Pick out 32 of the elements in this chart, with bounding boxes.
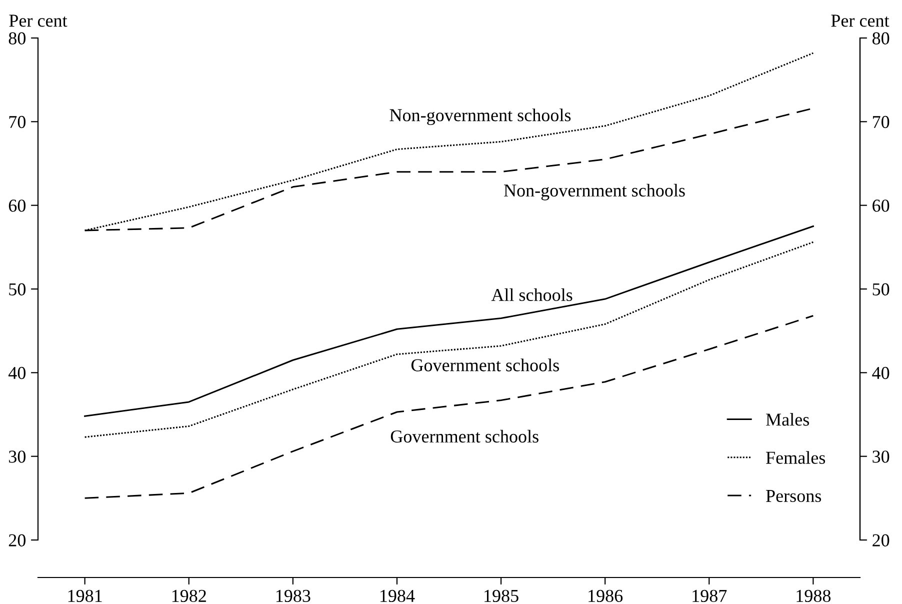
y2-tick-label: 40 <box>872 366 890 380</box>
y2-tick-label: 80 <box>872 32 890 44</box>
x-tick-label: 1983 <box>276 590 310 602</box>
x-tick-label: 1988 <box>796 590 831 602</box>
y2-tick-label: 20 <box>872 534 890 546</box>
y2-axis-title: Per cent <box>831 14 890 27</box>
y-tick-label: 50 <box>9 283 26 296</box>
x-tick-label: 1982 <box>172 590 206 602</box>
y-tick-label: 40 <box>8 366 26 380</box>
y2-tick-label: 30 <box>872 450 890 463</box>
annotation: Non-government schools <box>390 108 571 126</box>
annotation: Government schools <box>411 358 559 372</box>
y-tick-label: 70 <box>9 116 26 128</box>
legend-label: Persons <box>766 490 822 502</box>
x-tick-label: 1984 <box>380 590 415 602</box>
annotation: Government schools <box>390 430 538 443</box>
legend-label: Females <box>766 451 826 464</box>
annotation: Non-government schools <box>504 184 685 200</box>
y-tick-label: 60 <box>8 200 26 212</box>
y2-tick-label: 70 <box>872 116 890 128</box>
y-tick-label: 20 <box>8 534 26 546</box>
x-tick-label: 1981 <box>68 590 102 602</box>
legend-label: Males <box>766 413 809 426</box>
y-tick-label: 30 <box>9 450 26 463</box>
y2-tick-label: 50 <box>872 283 890 296</box>
x-tick-label: 1986 <box>588 590 623 602</box>
y-tick-label: 80 <box>8 32 26 44</box>
x-tick-label: 1985 <box>484 590 518 602</box>
x-tick-label: 1987 <box>692 590 727 602</box>
y2-tick-label: 60 <box>872 200 890 212</box>
y-axis-title: Per cent <box>9 14 68 27</box>
annotation: All schools <box>491 288 572 302</box>
